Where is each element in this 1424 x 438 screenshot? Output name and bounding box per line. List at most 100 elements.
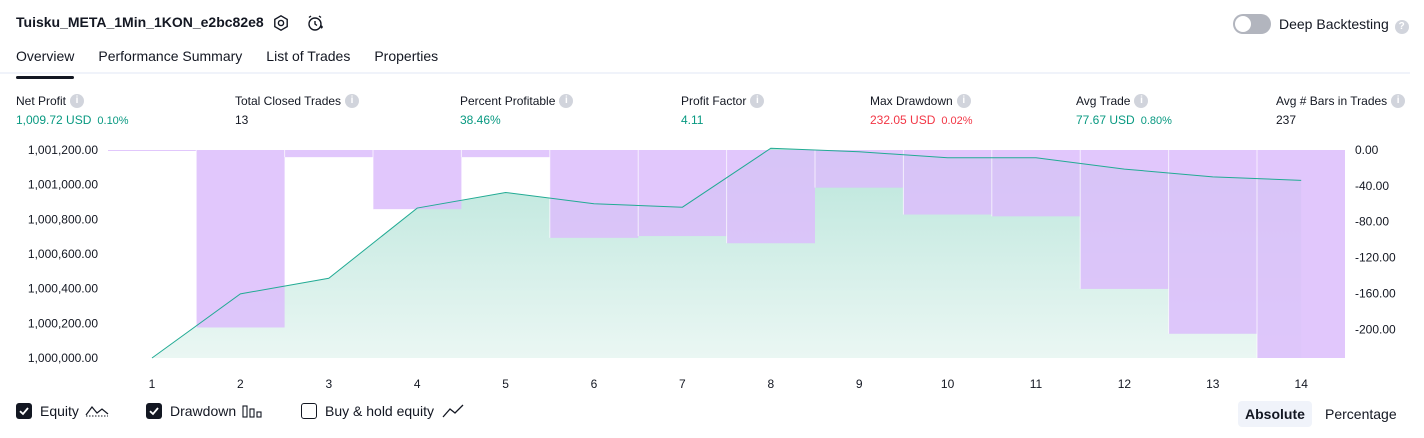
- metric-value: 237: [1276, 113, 1297, 127]
- right-axis-tick-label: -120.00: [1355, 251, 1396, 265]
- left-axis-tick-label: 1,001,200.00: [28, 143, 98, 157]
- drawdown-bar: [638, 150, 727, 237]
- x-axis-tick-label: 10: [941, 377, 955, 391]
- deep-backtesting-text: Deep Backtesting: [1279, 16, 1389, 32]
- tab-list-of-trades[interactable]: List of Trades: [266, 48, 351, 64]
- drawdown-bar: [1080, 150, 1169, 289]
- drawdown-bar: [549, 150, 639, 238]
- absolute-button[interactable]: Absolute: [1238, 401, 1312, 427]
- x-axis-tick-label: 2: [237, 377, 244, 391]
- info-icon[interactable]: i: [1391, 94, 1406, 108]
- metric-value: 4.11: [681, 113, 704, 127]
- metric-percent: 0.80%: [1140, 115, 1172, 127]
- metric-percent: 0.02%: [941, 115, 973, 127]
- x-axis-tick-label: 1: [149, 377, 156, 391]
- drawdown-bar: [196, 150, 285, 328]
- right-axis-tick-label: -200.00: [1355, 322, 1396, 336]
- metric-label: Percent Profitable: [460, 94, 556, 108]
- legend-buy-hold[interactable]: Buy & hold equity: [301, 403, 464, 419]
- metric-label: Total Closed Trades: [235, 94, 342, 108]
- legend-buy-hold-label: Buy & hold equity: [325, 403, 434, 419]
- right-axis-tick-label: -40.00: [1355, 179, 1389, 193]
- right-axis-tick-label: -160.00: [1355, 286, 1396, 300]
- metric-label: Avg # Bars in Trades: [1276, 94, 1388, 108]
- drawdown-bar: [108, 150, 197, 151]
- x-axis-tick-label: 12: [1118, 377, 1132, 391]
- x-axis-tick-label: 11: [1030, 377, 1043, 391]
- gear-icon[interactable]: [271, 13, 291, 33]
- drawdown-checkbox[interactable]: [146, 403, 162, 419]
- x-axis-tick-label: 3: [325, 377, 332, 391]
- metric-net-profit: Net Profit i 1,009.72 USD 0.10%: [16, 93, 129, 127]
- drawdown-bar: [991, 150, 1081, 217]
- metric-value: 13: [235, 113, 249, 127]
- equity-line: [151, 147, 1302, 359]
- info-icon[interactable]: i: [1134, 94, 1149, 108]
- info-icon[interactable]: i: [750, 94, 765, 108]
- strategy-name: Tuisku_META_1Min_1KON_e2bc82e8: [16, 14, 264, 30]
- trend-line-icon: [442, 403, 464, 419]
- x-axis-tick-label: 14: [1295, 377, 1309, 391]
- tab-performance-summary[interactable]: Performance Summary: [98, 48, 243, 64]
- tab-overview[interactable]: Overview: [16, 48, 75, 79]
- metric-label: Profit Factor: [681, 94, 747, 108]
- metric-value: 77.67 USD: [1076, 113, 1135, 127]
- tabs-divider: [0, 72, 1410, 74]
- legend-equity[interactable]: Equity: [16, 403, 109, 419]
- equity-checkbox[interactable]: [16, 403, 32, 419]
- drawdown-bar: [461, 150, 550, 158]
- x-axis-tick-label: 6: [591, 377, 598, 391]
- x-axis-tick-label: 13: [1206, 377, 1220, 391]
- left-axis-tick-label: 1,000,600.00: [28, 247, 98, 261]
- tab-bar: Overview Performance Summary List of Tra…: [16, 48, 462, 79]
- buy-hold-checkbox[interactable]: [301, 403, 317, 419]
- metric-label: Max Drawdown: [870, 94, 953, 108]
- deep-backtesting-label: Deep Backtesting ?: [1279, 16, 1409, 34]
- metric-avg-bars: Avg # Bars in Trades i 237: [1276, 93, 1406, 127]
- info-icon[interactable]: i: [559, 94, 574, 108]
- x-axis-tick-label: 7: [679, 377, 686, 391]
- metric-percent-profitable: Percent Profitable i 38.46%: [460, 93, 574, 127]
- x-axis-tick-label: 8: [767, 377, 774, 391]
- drawdown-bar: [903, 150, 992, 215]
- drawdown-bar: [1168, 150, 1257, 334]
- drawdown-bars-icon: [242, 403, 264, 419]
- metric-total-closed-trades: Total Closed Trades i 13: [235, 93, 360, 127]
- percentage-button[interactable]: Percentage: [1325, 406, 1397, 422]
- legend-drawdown[interactable]: Drawdown: [146, 403, 264, 419]
- left-axis-tick-label: 1,000,200.00: [28, 316, 98, 330]
- metric-percent: 0.10%: [97, 115, 129, 127]
- help-icon[interactable]: ?: [1394, 20, 1409, 34]
- left-axis-tick-label: 1,000,400.00: [28, 282, 98, 296]
- x-axis-tick-label: 4: [414, 377, 421, 391]
- left-axis-tick-label: 1,001,000.00: [28, 178, 98, 192]
- drawdown-bar: [726, 150, 815, 244]
- metric-value: 1,009.72 USD: [16, 113, 92, 127]
- deep-backtesting-toggle[interactable]: [1233, 14, 1271, 34]
- info-icon[interactable]: i: [345, 94, 360, 108]
- metric-profit-factor: Profit Factor i 4.11: [681, 93, 765, 127]
- right-axis-tick-label: -80.00: [1355, 215, 1389, 229]
- metric-label: Avg Trade: [1076, 94, 1131, 108]
- legend-equity-label: Equity: [40, 403, 79, 419]
- metric-value: 38.46%: [460, 113, 501, 127]
- metric-avg-trade: Avg Trade i 77.67 USD 0.80%: [1076, 93, 1172, 127]
- equity-line-icon: [85, 403, 109, 419]
- left-axis-tick-label: 1,000,000.00: [28, 351, 98, 365]
- equity-drawdown-chart[interactable]: 1,001,200.00 1,001,000.00 1,000,800.00 1,00…: [0, 140, 1424, 396]
- x-axis-tick-label: 9: [856, 377, 863, 391]
- toggle-knob: [1235, 16, 1251, 32]
- info-icon[interactable]: i: [70, 94, 85, 108]
- alarm-plus-icon[interactable]: [305, 13, 325, 33]
- left-axis-tick-label: 1,000,800.00: [28, 212, 98, 226]
- metric-max-drawdown: Max Drawdown i 232.05 USD 0.02%: [870, 93, 973, 127]
- legend-drawdown-label: Drawdown: [170, 403, 237, 419]
- metric-label: Net Profit: [16, 94, 67, 108]
- right-axis-tick-label: 0.00: [1355, 143, 1379, 157]
- drawdown-bar: [373, 150, 462, 210]
- drawdown-bar: [815, 150, 904, 188]
- metric-value: 232.05 USD: [870, 113, 936, 127]
- drawdown-bar: [284, 150, 373, 158]
- tab-properties[interactable]: Properties: [374, 48, 439, 64]
- info-icon[interactable]: i: [956, 94, 971, 108]
